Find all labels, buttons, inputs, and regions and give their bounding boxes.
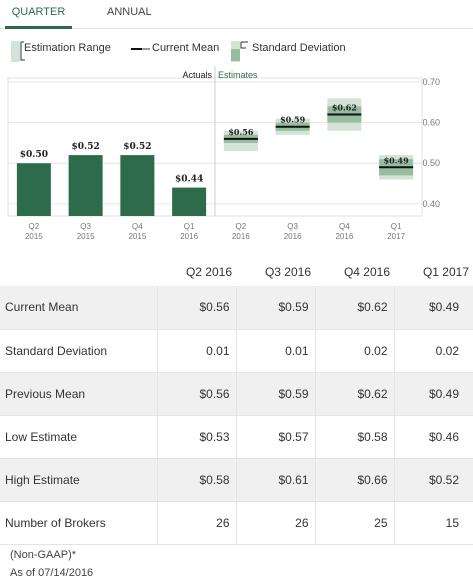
x-tick-quarter: Q3 xyxy=(80,222,91,231)
header-q4-2016: Q4 2016 xyxy=(343,265,390,279)
estimates-table: Q2 2016 Q3 2016 Q4 2016 Q1 2017 Current … xyxy=(0,258,473,545)
x-tick-quarter: Q2 xyxy=(29,222,40,231)
table-cell: 15 xyxy=(393,501,473,545)
actual-data-label: $0.44 xyxy=(175,175,203,185)
legend-sd-label: Standard Deviation xyxy=(252,42,346,54)
x-tick-year: 2016 xyxy=(232,232,250,241)
actual-data-label: $0.52 xyxy=(72,142,100,152)
header-blank xyxy=(0,258,157,286)
current-mean-icon xyxy=(131,48,150,50)
table-cell: $0.58 xyxy=(156,458,236,502)
actual-bar xyxy=(16,163,51,216)
x-tick-quarter: Q2 xyxy=(236,222,247,231)
table-cell: 0.02 xyxy=(314,329,394,373)
legend-range-label: Estimation Range xyxy=(24,42,111,54)
table-cell: $0.53 xyxy=(156,415,236,459)
y-tick-label: 0.40 xyxy=(422,199,440,209)
tab-quarter[interactable]: QUARTER xyxy=(5,0,72,29)
header-q3-2016: Q3 2016 xyxy=(264,265,311,279)
estimate-data-label: $0.49 xyxy=(384,155,409,165)
table-cell: $0.58 xyxy=(314,415,394,459)
x-tick-quarter: Q1 xyxy=(184,222,195,231)
table-header-row: Q2 2016 Q3 2016 Q4 2016 Q1 2017 xyxy=(0,258,473,286)
estimation-range-icon xyxy=(11,41,25,62)
table-row: Current Mean $0.56 $0.59 $0.62 $0.49 xyxy=(0,286,473,330)
actual-bar xyxy=(172,187,207,216)
period-tabs: QUARTER ANNUAL xyxy=(0,0,473,29)
x-tick-quarter: Q3 xyxy=(287,222,298,231)
table-row: Standard Deviation 0.01 0.01 0.02 0.02 xyxy=(0,329,473,373)
table-cell: 26 xyxy=(235,501,315,545)
table-row: Low Estimate $0.53 $0.57 $0.58 $0.46 xyxy=(0,415,473,459)
legend-standard-deviation: Standard Deviation xyxy=(230,40,360,64)
row-label: Standard Deviation xyxy=(0,329,157,373)
actual-data-label: $0.50 xyxy=(20,150,48,160)
x-tick-year: 2016 xyxy=(335,232,353,241)
y-tick-label: 0.70 xyxy=(422,77,440,87)
actual-bar xyxy=(120,155,155,216)
y-tick-label: 0.50 xyxy=(422,158,440,168)
table-cell: 26 xyxy=(156,501,236,545)
actuals-section-label: Actuals xyxy=(182,70,212,80)
table-cell: $0.49 xyxy=(393,372,473,416)
table-cell: $0.62 xyxy=(314,372,394,416)
table-row: High Estimate $0.58 $0.61 $0.66 $0.52 xyxy=(0,458,473,502)
table-row: Number of Brokers 26 26 25 15 xyxy=(0,501,473,545)
x-tick-year: 2016 xyxy=(180,232,198,241)
table-cell: 0.02 xyxy=(393,329,473,373)
x-tick-quarter: Q4 xyxy=(132,222,143,231)
table-cell: $0.62 xyxy=(314,286,394,330)
table-row: Previous Mean $0.56 $0.59 $0.62 $0.49 xyxy=(0,372,473,416)
x-tick-year: 2015 xyxy=(128,232,146,241)
table-cell: 25 xyxy=(314,501,394,545)
legend-mean-label: Current Mean xyxy=(152,42,220,54)
actual-data-label: $0.52 xyxy=(123,142,151,152)
x-tick-year: 2015 xyxy=(77,232,95,241)
table-cell: $0.52 xyxy=(393,458,473,502)
table-cell: $0.57 xyxy=(235,415,315,459)
estimates-section-label: Estimates xyxy=(218,70,258,80)
row-label: Previous Mean xyxy=(0,372,157,416)
non-gaap-note: (Non-GAAP)* xyxy=(10,549,77,561)
row-label: Low Estimate xyxy=(0,415,157,459)
table-cell: $0.59 xyxy=(235,286,315,330)
x-tick-year: 2017 xyxy=(387,232,405,241)
table-cell: $0.49 xyxy=(393,286,473,330)
header-q1-2017: Q1 2017 xyxy=(422,265,469,279)
table-cell: $0.66 xyxy=(314,458,394,502)
estimate-data-label: $0.56 xyxy=(228,127,253,137)
estimate-data-label: $0.59 xyxy=(280,115,305,125)
y-tick-label: 0.60 xyxy=(422,118,440,128)
legend-estimation-range: Estimation Range xyxy=(10,40,140,64)
legend-current-mean: Current Mean xyxy=(130,40,230,64)
eps-chart: 0.40 0.50 0.60 0.70 Actuals Estimates $0.50 $0.… xyxy=(7,66,440,241)
as-of-date: As of 07/14/2016 xyxy=(10,567,94,579)
row-label: High Estimate xyxy=(0,458,157,502)
table-cell: $0.46 xyxy=(393,415,473,459)
actual-bar xyxy=(68,155,103,216)
tab-annual[interactable]: ANNUAL xyxy=(107,6,152,18)
header-q2-2016: Q2 2016 xyxy=(185,265,232,279)
standard-deviation-icon xyxy=(231,41,248,62)
table-cell: $0.56 xyxy=(156,286,236,330)
table-cell: 0.01 xyxy=(156,329,236,373)
row-label: Number of Brokers xyxy=(0,501,157,545)
table-cell: $0.59 xyxy=(235,372,315,416)
estimate-data-label: $0.62 xyxy=(332,103,357,113)
x-tick-quarter: Q1 xyxy=(391,222,402,231)
x-tick-year: 2016 xyxy=(284,232,302,241)
table-cell: 0.01 xyxy=(235,329,315,373)
row-label: Current Mean xyxy=(0,286,157,330)
x-tick-quarter: Q4 xyxy=(339,222,350,231)
table-cell: $0.61 xyxy=(235,458,315,502)
table-cell: $0.56 xyxy=(156,372,236,416)
x-tick-year: 2015 xyxy=(25,232,43,241)
